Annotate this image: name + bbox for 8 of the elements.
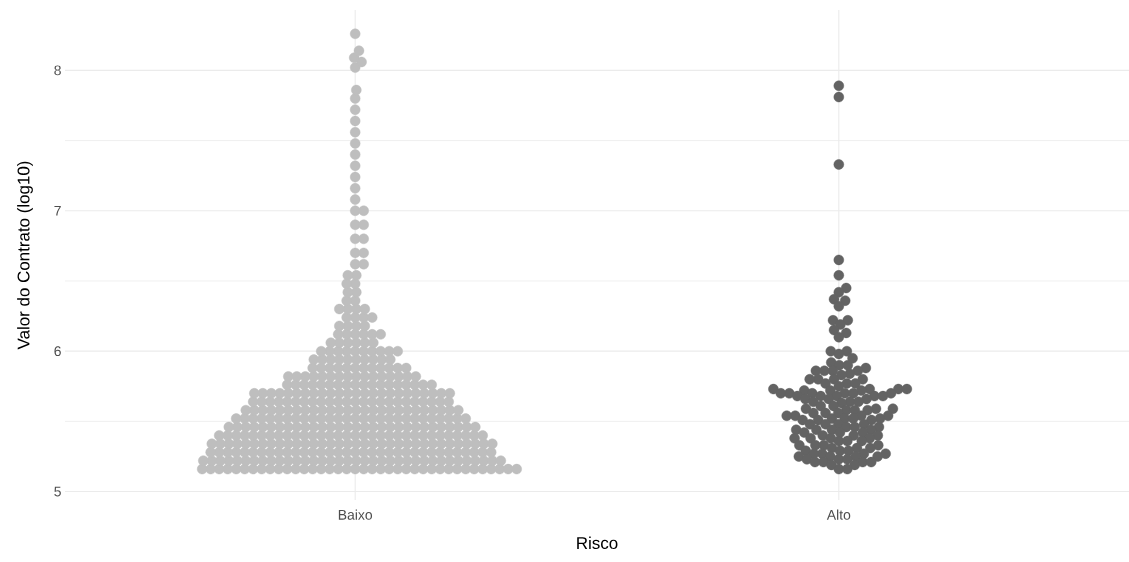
y-axis-title: Valor do Contrato (log10) xyxy=(17,161,33,350)
x-tick-label: Alto xyxy=(826,509,851,520)
y-tick-label: 5 xyxy=(54,486,61,497)
x-tick-label: Baixo xyxy=(338,509,373,520)
y-tick-label: 8 xyxy=(54,65,61,76)
x-axis-title: Risco xyxy=(577,536,618,550)
y-tick-label: 6 xyxy=(54,346,61,357)
y-tick-label: 7 xyxy=(54,205,61,216)
